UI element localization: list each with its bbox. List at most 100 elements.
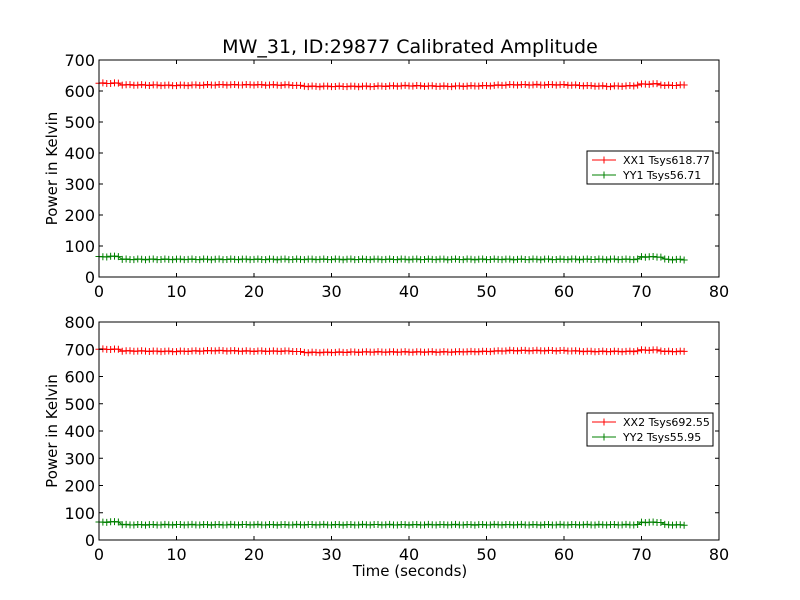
- data-point-marker: [188, 255, 196, 263]
- legend-label: XX2 Tsys692.55: [623, 416, 710, 429]
- data-point-marker: [242, 521, 250, 529]
- data-point-marker: [103, 518, 111, 526]
- data-point-marker: [107, 79, 115, 87]
- x-tick-label: 80: [709, 545, 729, 564]
- data-point-marker: [114, 345, 122, 353]
- x-tick-label: 40: [399, 282, 419, 301]
- data-point-marker: [564, 521, 572, 529]
- x-tick-label: 80: [709, 282, 729, 301]
- y-tick-label: 400: [64, 422, 95, 441]
- data-point-marker: [657, 253, 665, 261]
- data-point-marker: [521, 81, 529, 89]
- y-tick-label: 100: [64, 237, 95, 256]
- data-point-marker: [432, 521, 440, 529]
- data-point-marker: [428, 348, 436, 356]
- data-point-marker: [645, 346, 653, 354]
- data-point-marker: [475, 348, 483, 356]
- data-point-marker: [277, 347, 285, 355]
- data-point-marker: [440, 255, 448, 263]
- x-tick-label: 30: [321, 282, 341, 301]
- data-point-marker: [630, 521, 638, 529]
- data-point-marker: [153, 347, 161, 355]
- data-point-marker: [184, 82, 192, 90]
- data-point-marker: [219, 347, 227, 355]
- legend-label: YY1 Tsys56.71: [622, 169, 701, 182]
- data-point-marker: [591, 256, 599, 264]
- data-point-marker: [176, 521, 184, 529]
- x-tick-label: 10: [166, 545, 186, 564]
- data-point-marker: [196, 256, 204, 264]
- data-point-marker: [409, 82, 417, 90]
- data-point-marker: [560, 346, 568, 354]
- data-point-marker: [475, 82, 483, 90]
- legend-marker: [600, 156, 608, 164]
- data-point-marker: [130, 256, 138, 264]
- data-point-marker: [680, 81, 688, 89]
- data-point-marker: [173, 348, 180, 356]
- data-point-marker: [165, 81, 173, 89]
- data-point-marker: [324, 82, 332, 90]
- data-point-marker: [653, 346, 661, 354]
- data-point-marker: [397, 82, 405, 90]
- data-point-marker: [502, 81, 510, 89]
- data-point-marker: [626, 347, 634, 355]
- y-axis-label: Power in Kelvin: [43, 374, 61, 488]
- y-tick-label: 400: [64, 144, 95, 163]
- data-point-marker: [630, 256, 638, 264]
- data-point-marker: [107, 345, 115, 353]
- series-yy-2: [95, 518, 688, 529]
- data-point-marker: [316, 83, 324, 91]
- data-point-marker: [235, 256, 242, 264]
- data-point-marker: [169, 256, 177, 264]
- legend-marker: [600, 433, 608, 441]
- y-tick-label: 600: [64, 82, 95, 101]
- data-point-marker: [242, 255, 250, 263]
- data-point-marker: [630, 348, 638, 356]
- data-point-marker: [638, 253, 645, 261]
- subplot-bottom: 0 10 20 30 40 50 60 70 8001002003004005006007008…: [43, 313, 729, 564]
- data-point-marker: [281, 520, 289, 528]
- data-point-marker: [211, 81, 219, 89]
- x-tick-label: 70: [631, 282, 651, 301]
- x-tick-label: 10: [166, 282, 186, 301]
- y-tick-label: 300: [64, 175, 95, 194]
- legend-label: XX1 Tsys618.77: [623, 154, 710, 167]
- y-tick-label: 200: [64, 477, 95, 496]
- data-point-marker: [471, 256, 479, 264]
- data-point-marker: [184, 348, 192, 356]
- y-tick-label: 600: [64, 368, 95, 387]
- data-point-marker: [390, 348, 397, 356]
- data-point-marker: [297, 348, 304, 356]
- y-tick-label: 500: [64, 113, 95, 132]
- data-point-marker: [649, 253, 657, 261]
- x-axis-label: Time (seconds): [352, 562, 468, 580]
- data-point-marker: [200, 81, 208, 89]
- data-point-marker: [215, 520, 223, 528]
- data-point-marker: [99, 79, 107, 87]
- data-point-marker: [676, 255, 684, 263]
- data-point-marker: [366, 521, 374, 529]
- data-point-marker: [300, 521, 308, 529]
- data-point-marker: [498, 256, 506, 264]
- data-point-marker: [297, 81, 304, 89]
- data-point-marker: [432, 256, 440, 264]
- data-point-marker: [238, 81, 246, 89]
- data-point-marker: [537, 256, 545, 264]
- data-point-marker: [672, 348, 680, 356]
- legend-marker: [600, 418, 608, 426]
- data-point-marker: [459, 256, 467, 264]
- data-point-marker: [583, 255, 591, 263]
- data-point-marker: [676, 521, 684, 529]
- data-point-marker: [409, 348, 417, 356]
- data-point-marker: [564, 256, 572, 264]
- x-tick-label: 50: [476, 282, 496, 301]
- data-point-marker: [149, 255, 157, 263]
- data-point-marker: [545, 255, 552, 263]
- data-point-marker: [587, 347, 595, 355]
- data-point-marker: [254, 255, 262, 263]
- data-point-marker: [680, 256, 688, 264]
- data-point-marker: [157, 256, 165, 264]
- data-point-marker: [347, 255, 355, 263]
